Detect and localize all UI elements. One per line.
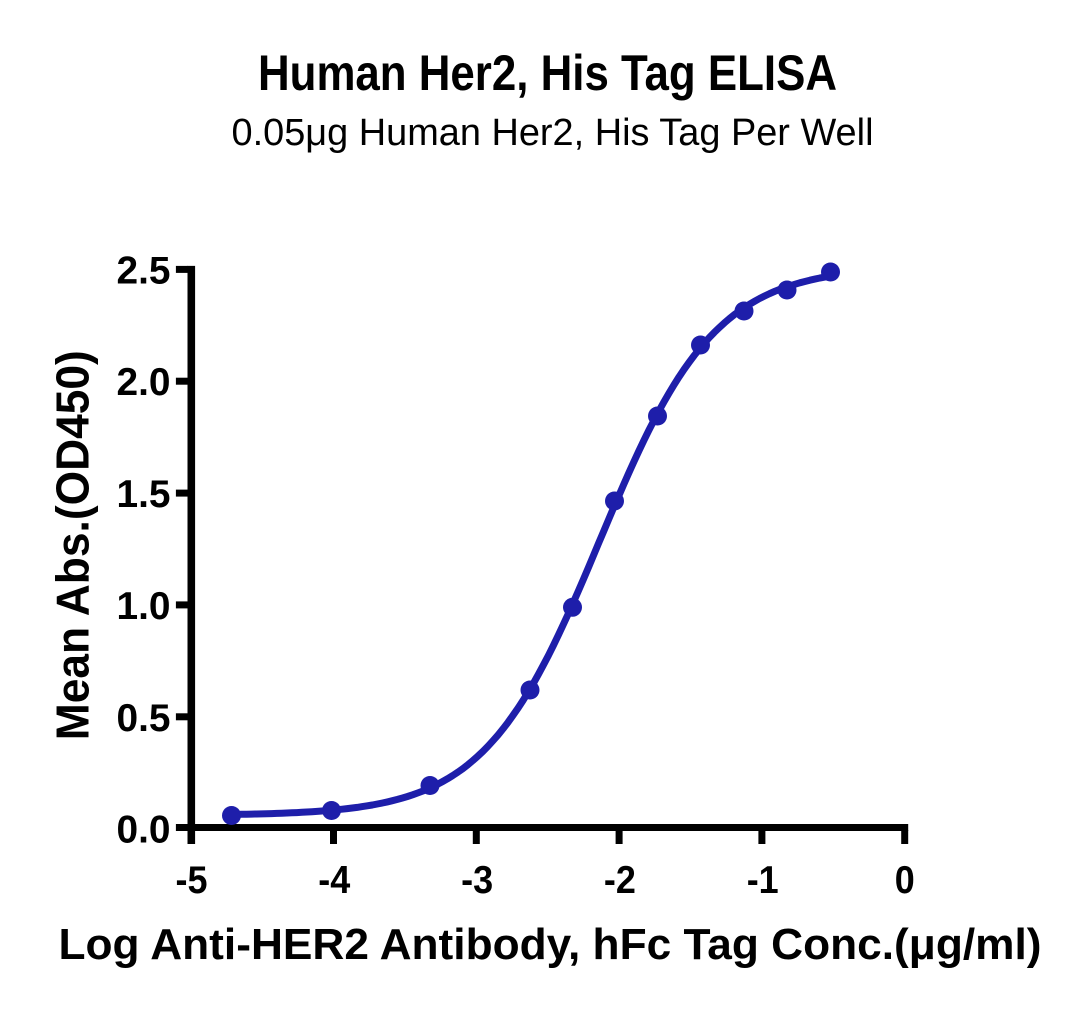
svg-text:0.05μg Human Her2, His Tag Per: 0.05μg Human Her2, His Tag Per Well	[232, 112, 874, 154]
svg-text:Human Her2, His Tag ELISA: Human Her2, His Tag ELISA	[258, 45, 837, 101]
svg-text:0.0: 0.0	[117, 809, 171, 852]
svg-text:2.5: 2.5	[117, 249, 171, 292]
svg-text:-2: -2	[604, 859, 636, 902]
svg-text:Log Anti-HER2 Antibody, hFc Ta: Log Anti-HER2 Antibody, hFc Tag Conc.(μg…	[59, 920, 1042, 969]
svg-text:-5: -5	[176, 859, 208, 902]
svg-text:1.5: 1.5	[117, 473, 171, 516]
svg-text:1.0: 1.0	[117, 585, 171, 628]
svg-text:-3: -3	[461, 859, 493, 902]
svg-text:-1: -1	[747, 859, 779, 902]
svg-text:2.0: 2.0	[117, 361, 171, 404]
svg-text:Mean Abs.(OD450): Mean Abs.(OD450)	[46, 350, 98, 740]
svg-text:-4: -4	[318, 859, 350, 902]
svg-text:0: 0	[895, 859, 915, 902]
svg-text:0.5: 0.5	[117, 697, 171, 740]
